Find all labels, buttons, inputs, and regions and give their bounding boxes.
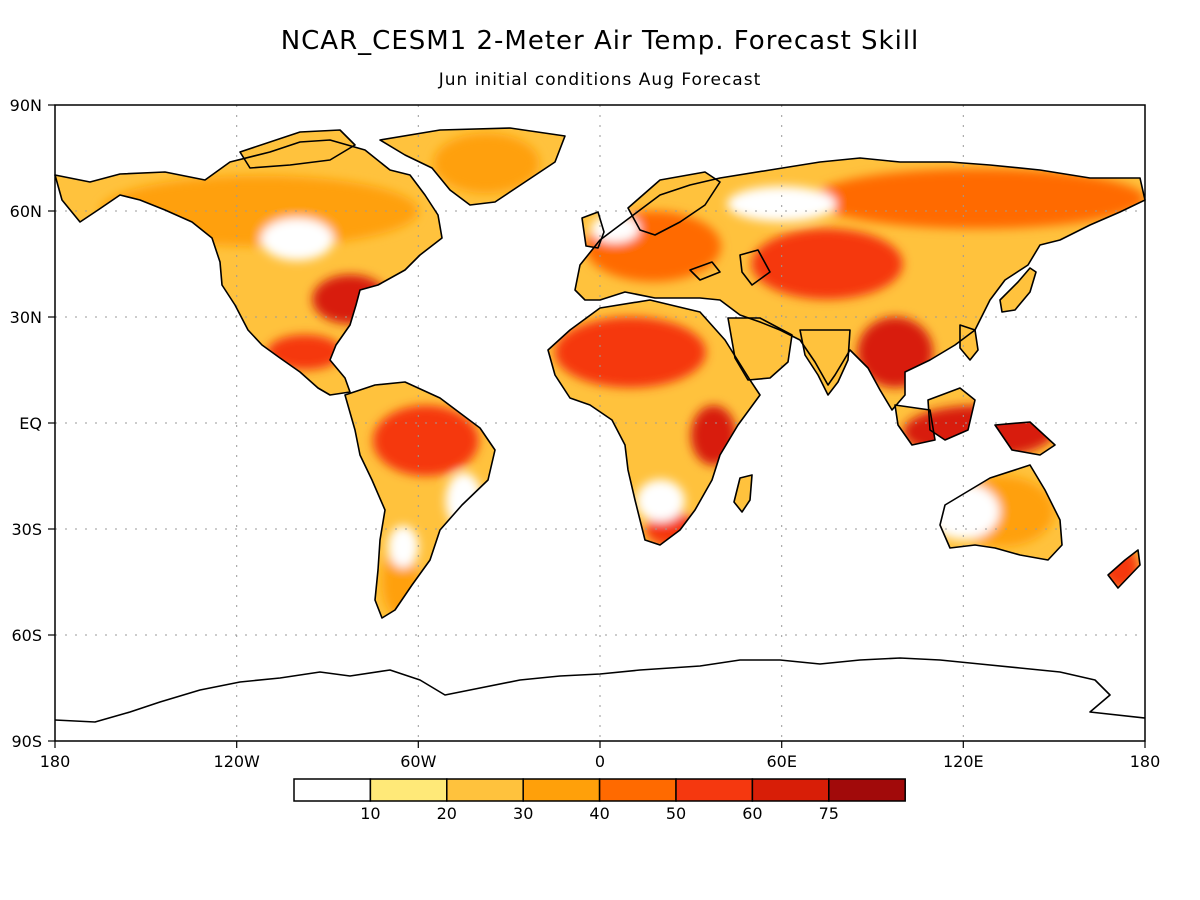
colorbar-label: 60 bbox=[742, 804, 762, 823]
colorbar-swatch bbox=[675, 778, 754, 802]
lon-label-180e: 180 bbox=[1130, 752, 1161, 771]
axis-ticks bbox=[48, 104, 1146, 748]
low-skill-patch bbox=[636, 479, 685, 522]
colorbar-swatch bbox=[369, 778, 448, 802]
colorbar-label: 10 bbox=[360, 804, 380, 823]
coastlines bbox=[54, 127, 1146, 723]
lat-label-90s: 90S bbox=[11, 732, 42, 751]
lon-label-120w: 120W bbox=[214, 752, 261, 771]
colorbar-label: 20 bbox=[437, 804, 457, 823]
low-skill-patch bbox=[388, 525, 419, 568]
lat-label-30n: 30N bbox=[10, 308, 42, 327]
longitude-labels: 180 120W 60W 0 60E 120E 180 bbox=[40, 752, 1161, 771]
lon-label-0: 0 bbox=[595, 752, 605, 771]
colorbar-label: 75 bbox=[819, 804, 839, 823]
low-skill-patch bbox=[260, 218, 334, 261]
colorbar-swatch bbox=[522, 778, 601, 802]
lon-label-60e: 60E bbox=[766, 752, 796, 771]
colorbar-swatch bbox=[446, 778, 524, 802]
lon-label-60w: 60W bbox=[400, 752, 436, 771]
colorbar-swatch bbox=[598, 778, 677, 802]
colorbar: 10 20 30 40 50 60 75 bbox=[293, 778, 906, 823]
lat-label-60s: 60S bbox=[11, 626, 42, 645]
graticule bbox=[55, 105, 1145, 741]
lon-label-120e: 120E bbox=[943, 752, 984, 771]
colorbar-swatch bbox=[751, 778, 830, 802]
latitude-labels: 90N 60N 30N EQ 30S 60S 90S bbox=[10, 96, 42, 751]
colorbar-label: 30 bbox=[513, 804, 533, 823]
skill-region-amazon bbox=[372, 405, 479, 476]
colorbar-label: 50 bbox=[666, 804, 686, 823]
lon-label-180w: 180 bbox=[40, 752, 71, 771]
low-skill-patch bbox=[727, 186, 837, 222]
lat-label-90n: 90N bbox=[10, 96, 42, 115]
map-title: NCAR_CESM1 2-Meter Air Temp. Forecast Sk… bbox=[280, 26, 920, 56]
lat-label-30s: 30S bbox=[11, 520, 42, 539]
map-subtitle: Jun initial conditions Aug Forecast bbox=[438, 70, 762, 90]
colorbar-swatch bbox=[293, 778, 372, 802]
lat-label-60n: 60N bbox=[10, 202, 42, 221]
colorbar-label: 40 bbox=[589, 804, 609, 823]
skill-region-central-asia bbox=[751, 228, 903, 300]
skill-region-sahara-sahel bbox=[554, 317, 706, 388]
skill-region-siberia bbox=[811, 168, 1145, 229]
skill-region-greenland bbox=[433, 133, 540, 194]
colorbar-swatch bbox=[828, 778, 906, 802]
lat-label-eq: EQ bbox=[19, 414, 42, 433]
